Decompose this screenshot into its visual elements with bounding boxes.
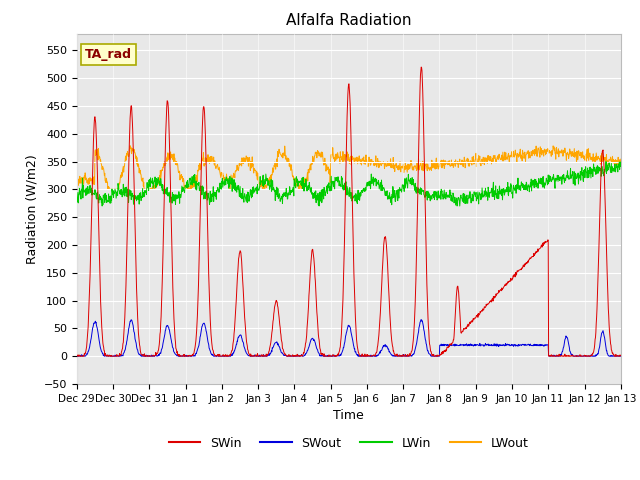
Y-axis label: Radiation (W/m2): Radiation (W/m2) — [25, 154, 38, 264]
Text: TA_rad: TA_rad — [85, 48, 132, 61]
Title: Alfalfa Radiation: Alfalfa Radiation — [286, 13, 412, 28]
X-axis label: Time: Time — [333, 409, 364, 422]
Legend: SWin, SWout, LWin, LWout: SWin, SWout, LWin, LWout — [164, 432, 534, 455]
